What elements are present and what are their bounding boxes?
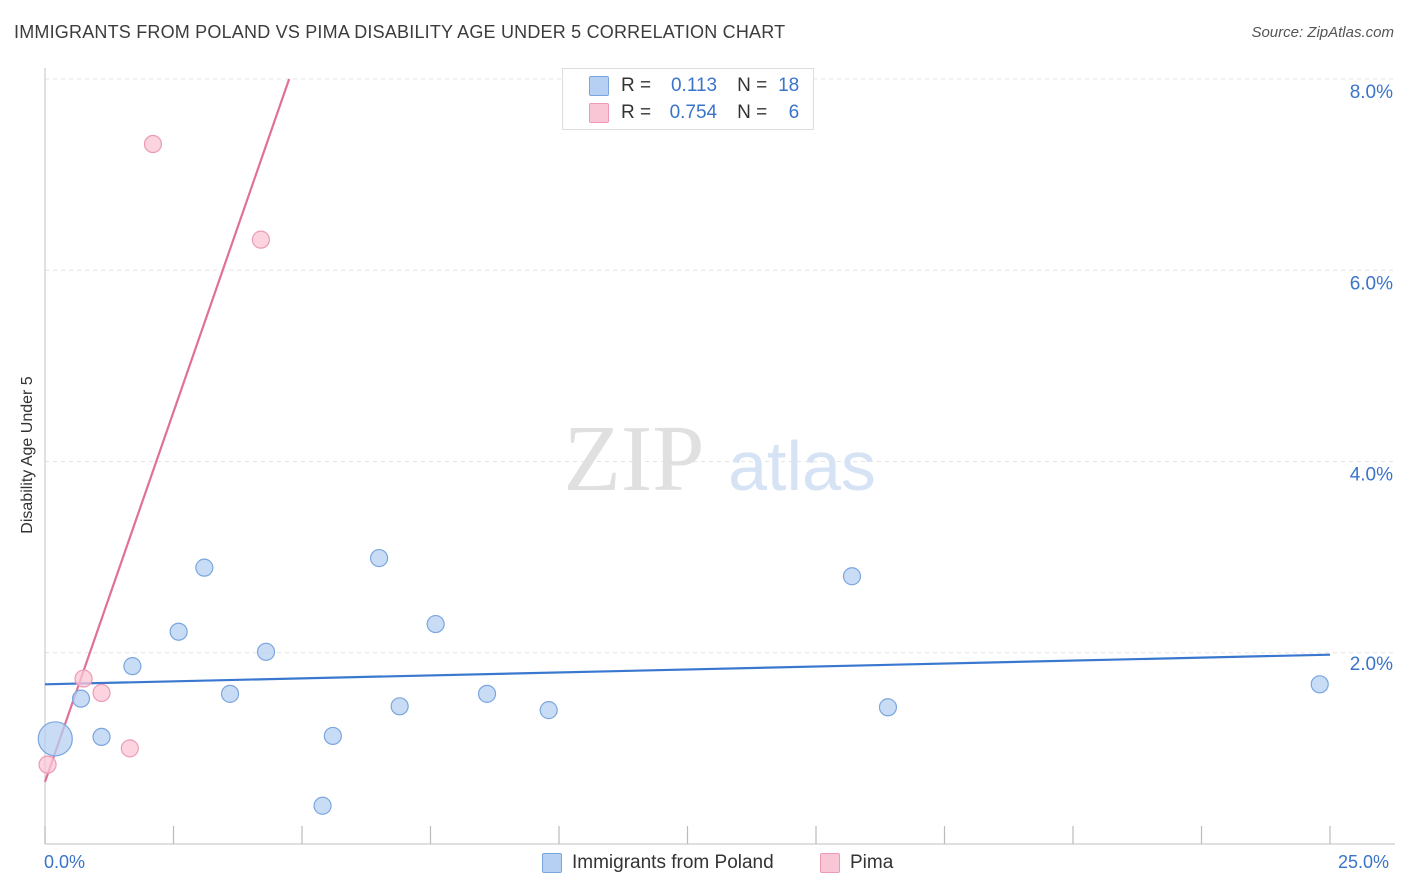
stats-legend-swatch-poland [589, 76, 609, 96]
point-pima [92, 683, 111, 703]
point-pima [120, 739, 139, 758]
point-poland [313, 796, 332, 815]
point-pima [38, 755, 57, 774]
point-poland [37, 721, 73, 757]
trend-line-pima [43, 78, 291, 783]
n-value: 6 [788, 102, 800, 123]
y-tick-label: 2.0% [1350, 654, 1393, 675]
chart-title: IMMIGRANTS FROM POLAND VS PIMA DISABILIT… [14, 22, 786, 42]
r-label: R = [621, 102, 652, 123]
watermark-zip: ZIP [564, 407, 705, 511]
point-poland [370, 548, 389, 568]
legend-label-poland: Immigrants from Poland [572, 852, 774, 873]
stats-legend: R = 0.113 N = 18 R = 0.754 N = 6 [562, 68, 814, 130]
point-poland [123, 657, 142, 676]
trend-layer [43, 78, 1331, 783]
x-tick-label-min: 0.0% [44, 852, 86, 872]
watermark: ZIP atlas [564, 407, 876, 511]
point-pima [74, 669, 93, 688]
n-label: N = [737, 75, 768, 96]
stats-legend-swatch-pima [589, 103, 609, 123]
point-pima [251, 230, 270, 249]
stats-legend-row-poland: R = 0.113 N = 18 [621, 73, 799, 99]
legend-item-poland[interactable]: Immigrants from Poland [542, 852, 774, 874]
watermark-atlas: atlas [728, 427, 876, 505]
r-value: 0.113 [670, 75, 718, 96]
legend-item-pima[interactable]: Pima [820, 852, 893, 874]
point-poland [477, 684, 497, 703]
y-tick-label: 6.0% [1350, 273, 1393, 294]
point-pima [143, 134, 163, 154]
point-poland [220, 684, 240, 703]
point-poland [878, 698, 898, 717]
legend-label-pima: Pima [850, 852, 894, 873]
point-poland [539, 701, 558, 720]
r-value: 0.754 [669, 102, 718, 123]
points-layer [37, 134, 1329, 815]
n-value: 18 [778, 75, 800, 96]
point-poland [323, 726, 342, 746]
point-poland [71, 689, 91, 708]
y-tick-label: 4.0% [1350, 465, 1393, 486]
legend-swatch-pima [820, 853, 840, 873]
series-legend: Immigrants from Poland Pima [0, 852, 1406, 878]
y-tick-label: 8.0% [1350, 82, 1393, 103]
stats-legend-row-pima: R = 0.754 N = 6 [621, 100, 799, 126]
source-credit: Source: ZipAtlas.com [1251, 24, 1394, 41]
n-label: N = [737, 102, 768, 123]
point-poland [842, 567, 862, 586]
grid-layer [45, 78, 1395, 654]
point-poland [390, 697, 409, 716]
legend-swatch-poland [542, 853, 562, 873]
point-poland [92, 727, 111, 747]
point-poland [195, 558, 214, 577]
point-poland [169, 622, 188, 641]
x-tick-label-max: 25.0% [1338, 852, 1390, 872]
point-poland [256, 642, 276, 661]
y-tick-labels: 2.0% 4.0% 6.0% 8.0% [1350, 82, 1393, 675]
axes-layer [44, 68, 1395, 845]
point-poland [1310, 675, 1329, 694]
trend-line-poland [44, 653, 1331, 686]
point-poland [426, 614, 445, 634]
r-label: R = [621, 75, 652, 96]
